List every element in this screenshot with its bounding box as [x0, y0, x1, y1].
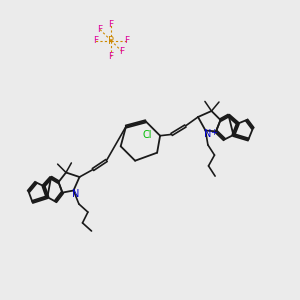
Text: N: N — [204, 129, 211, 139]
Text: F: F — [119, 47, 125, 56]
Text: N: N — [72, 189, 79, 199]
Text: F: F — [108, 20, 114, 29]
Text: F: F — [97, 25, 103, 34]
Text: F: F — [108, 52, 114, 61]
Text: Cl: Cl — [142, 130, 152, 140]
Text: +: + — [210, 128, 217, 136]
Text: P: P — [108, 35, 114, 46]
Text: F: F — [93, 36, 98, 45]
Text: F: F — [124, 36, 129, 45]
